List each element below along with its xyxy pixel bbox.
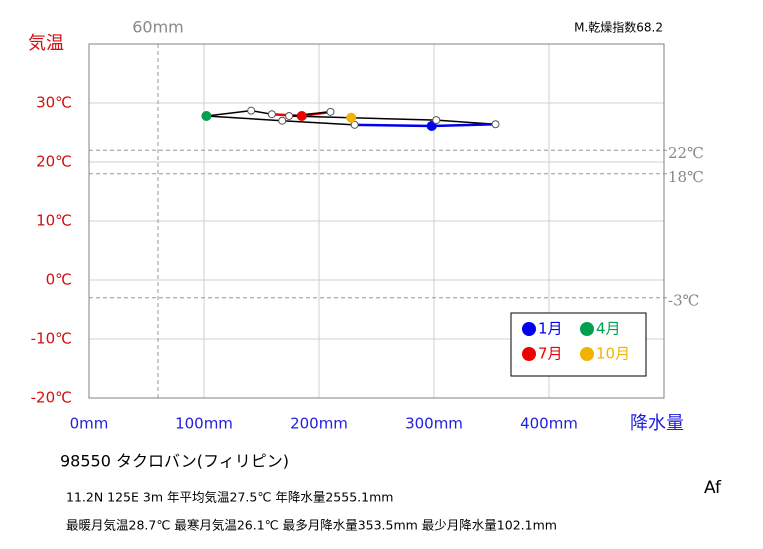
legend-box [510,312,647,377]
month-point [201,110,212,121]
y-tick-label: -10℃ [31,330,72,348]
station-title: 98550 タクロバン(フィリピン) [60,452,289,471]
x-tick-label: 200mm [290,415,348,433]
x-tick-label: 100mm [175,415,233,433]
loop-segment [351,117,437,121]
month-point [296,110,307,121]
month-point [432,116,441,125]
plot-border [88,43,665,399]
reference-label: 18℃ [668,168,704,186]
loop-segment [206,109,252,117]
x-tick-label: 0mm [70,415,109,433]
y-tick-label: 20℃ [36,153,72,171]
reference-label: -3℃ [668,292,699,310]
legend-label: 1月 [538,320,563,338]
info-line: 11.2N 125E 3m 年平均気温27.5℃ 年降水量2555.1mm [66,490,393,505]
month-point [267,110,276,119]
month-point [278,116,287,125]
legend-marker [580,322,594,336]
loop-segment [282,119,355,126]
month-point [247,106,256,115]
y-tick-label: -20℃ [31,389,72,407]
y-tick-label: 30℃ [36,94,72,112]
legend-label: 7月 [538,345,563,363]
info-line: 最暖月気温28.7℃ 最寒月気温26.1℃ 最多月降水量353.5mm 最少月降… [66,518,557,533]
y-tick-label: 10℃ [36,212,72,230]
x-tick-label: 400mm [520,415,578,433]
reference-label: 22℃ [668,144,704,162]
month-point [326,107,335,116]
loop-segment [206,115,283,122]
legend-marker [580,347,594,361]
month-point [346,112,357,123]
legend-label: 10月 [596,345,630,363]
loop-segment [354,123,432,128]
loop-segment [431,122,496,128]
y-axis-label: 気温 [28,33,64,54]
month-point [285,111,294,120]
month-point [491,120,500,129]
x-tick-label: 300mm [405,415,463,433]
y-tick-label: 0℃ [46,271,72,289]
x-axis-label: 降水量 [630,413,684,434]
legend-marker [522,347,536,361]
reference-label: 60mm [132,18,184,37]
legend-label: 4月 [596,320,621,338]
legend-marker [522,322,536,336]
climate-class: Af [704,478,722,498]
loop-segment [289,111,331,117]
aridity: M.乾燥指数68.2 [574,20,663,35]
